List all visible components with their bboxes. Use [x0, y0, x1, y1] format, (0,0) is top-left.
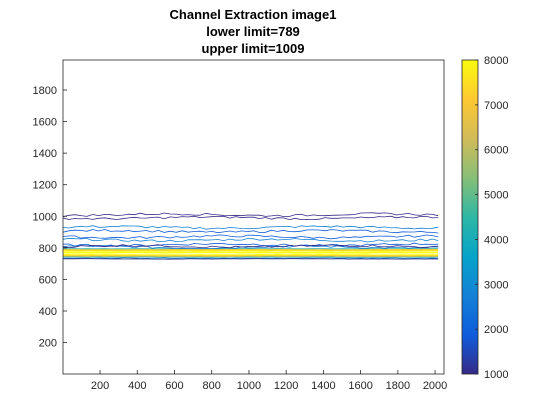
contour-line	[63, 212, 439, 217]
x-tick-label: 1400	[311, 380, 335, 392]
chart-title-line-1: Channel Extraction image1	[170, 7, 337, 22]
x-tick-label: 1000	[237, 380, 261, 392]
y-axis: 200 400 600 800 1000 1200 1400 1600 1800	[33, 85, 67, 350]
contour-line	[63, 244, 439, 249]
contour-line	[63, 242, 439, 248]
x-tick-label: 800	[203, 380, 221, 392]
contour-line	[63, 244, 439, 250]
chart-title-line-3: upper limit=1009	[202, 41, 305, 56]
contour-line	[63, 247, 439, 250]
y-tick-label: 1000	[33, 211, 57, 223]
y-tick-label: 1800	[33, 85, 57, 97]
contour-line	[63, 234, 439, 240]
contour-line	[63, 229, 439, 234]
colorbar	[461, 59, 479, 375]
contour-line	[63, 256, 439, 258]
colorbar-tick-label: 7000	[484, 100, 508, 112]
x-tick-label: 1200	[274, 380, 298, 392]
y-tick-label: 1600	[33, 117, 57, 129]
contour-line	[63, 225, 439, 230]
colorbar-tick-label: 5000	[484, 190, 508, 202]
contour-line	[63, 248, 439, 251]
colorbar-tick-label: 8000	[484, 55, 508, 67]
contour-line	[63, 253, 439, 257]
y-tick-label: 1200	[33, 180, 57, 192]
colorbar-tick-label: 4000	[484, 234, 508, 246]
chart-title-line-2: lower limit=789	[206, 24, 300, 39]
x-tick-label: 1600	[348, 380, 372, 392]
y-tick-label: 600	[39, 274, 57, 286]
y-tick-label: 1400	[33, 148, 57, 160]
y-tick-label: 200	[39, 338, 57, 350]
colorbar-tick-label: 1000	[484, 369, 508, 381]
contour-line	[63, 257, 439, 259]
y-tick-label: 800	[39, 243, 57, 255]
x-tick-label: 600	[165, 380, 183, 392]
contour-lines	[63, 212, 439, 260]
colorbar-tick-label: 2000	[484, 324, 508, 336]
x-tick-label: 1800	[386, 380, 410, 392]
colorbar-tick-label: 3000	[484, 279, 508, 291]
colorbar-tick-label: 6000	[484, 145, 508, 157]
contour-line	[63, 249, 439, 252]
colorbar-axis: 1000 2000 3000 4000 5000 6000 7000 8000	[475, 55, 508, 381]
x-tick-label: 200	[91, 380, 109, 392]
contour-line	[63, 258, 439, 260]
plot-frame	[62, 59, 445, 375]
contour-line	[63, 215, 439, 221]
x-tick-label: 400	[128, 380, 146, 392]
y-tick-label: 400	[39, 306, 57, 318]
contour-line	[63, 251, 439, 254]
contour-line	[63, 237, 439, 243]
x-axis: 200 400 600 800 1000 1200 1400 1600 1800 2000	[91, 370, 447, 392]
x-tick-label: 2000	[423, 380, 447, 392]
